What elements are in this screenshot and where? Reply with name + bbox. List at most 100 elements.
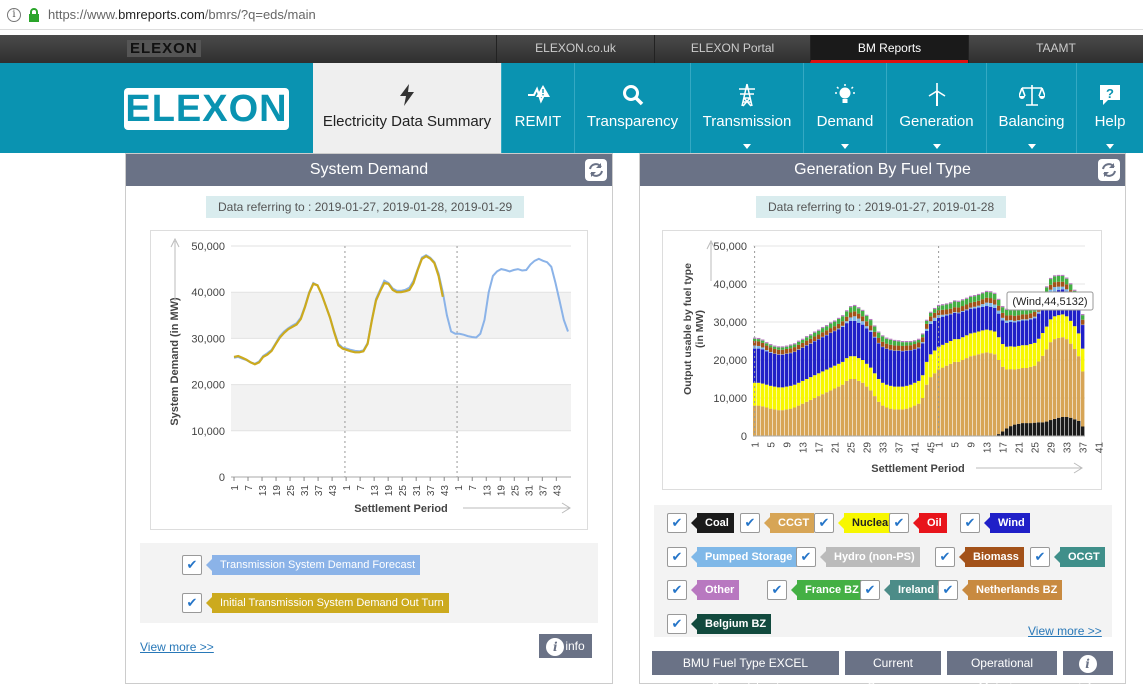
bar-pumped-storage <box>929 321 932 324</box>
bar-other <box>797 341 800 342</box>
bar-pumped-storage <box>957 313 960 314</box>
url-text[interactable]: https://www.bmreports.com/bmrs/?q=eds/ma… <box>48 7 316 22</box>
bar-france-bz <box>761 341 764 343</box>
nav-electricity-data-summary[interactable]: Electricity Data Summary <box>313 63 501 153</box>
bar-wind <box>989 307 992 331</box>
legend-hydro-non-ps[interactable]: Hydro (non-PS) <box>826 547 920 567</box>
nav-label: Transparency <box>575 113 690 130</box>
bar-other <box>977 294 980 295</box>
coal-checkbox[interactable]: ✔ <box>667 513 687 533</box>
bar-nuclear <box>833 366 836 389</box>
ccgt-checkbox[interactable]: ✔ <box>740 513 760 533</box>
bar-france-bz <box>869 320 872 325</box>
current-summary-button[interactable]: Current Summary <box>845 651 941 675</box>
bar-pumped-storage <box>945 314 948 315</box>
oil-checkbox[interactable]: ✔ <box>889 513 909 533</box>
other-checkbox[interactable]: ✔ <box>667 580 687 600</box>
ireland-bz-checkbox[interactable]: ✔ <box>860 580 880 600</box>
biomass-checkbox[interactable]: ✔ <box>935 547 955 567</box>
wind-checkbox[interactable]: ✔ <box>960 513 980 533</box>
legend-ocgt[interactable]: OCGT <box>1060 547 1105 567</box>
netherlands-bz-checkbox[interactable]: ✔ <box>938 580 958 600</box>
y-tick-label: 30,000 <box>713 317 747 329</box>
top-strip-logo[interactable]: ELEXON <box>127 40 201 57</box>
refresh-icon[interactable] <box>585 159 607 181</box>
bar-biomass <box>901 346 904 351</box>
ocgt-checkbox[interactable]: ✔ <box>1030 547 1050 567</box>
legend-pumped-storage[interactable]: Pumped Storage <box>697 547 797 567</box>
bar-other <box>817 330 820 331</box>
bar-biomass <box>1049 285 1052 290</box>
refresh-icon[interactable] <box>1098 159 1120 181</box>
france-bz-checkbox[interactable]: ✔ <box>767 580 787 600</box>
nav-help[interactable]: ? Help <box>1076 63 1143 153</box>
bar-wind <box>773 354 776 387</box>
legend-wind[interactable]: Wind <box>990 513 1030 533</box>
nav-generation[interactable]: Generation <box>886 63 986 153</box>
legend-other[interactable]: Other <box>697 580 739 600</box>
lock-icon <box>27 8 41 22</box>
bar-france-bz <box>837 319 840 324</box>
nuclear-checkbox[interactable]: ✔ <box>814 513 834 533</box>
site-info-icon[interactable]: i <box>7 8 21 22</box>
belgium-bz-checkbox[interactable]: ✔ <box>667 614 687 634</box>
bar-nuclear <box>1081 349 1084 372</box>
bar-other <box>957 301 960 302</box>
legend-outturn[interactable]: Initial Transmission System Demand Out T… <box>212 593 449 613</box>
x-tick-label: 21 <box>1015 442 1026 454</box>
bar-biomass <box>809 339 812 344</box>
bar-ccgt <box>825 392 828 436</box>
bar-other <box>809 334 812 335</box>
forecast-checkbox[interactable]: ✔ <box>182 555 202 575</box>
legend-forecast[interactable]: Transmission System Demand Forecast <box>212 555 420 575</box>
bar-france-bz <box>1065 279 1068 285</box>
view-more-link[interactable]: View more >> <box>1028 624 1102 638</box>
tab-elexon-co-uk[interactable]: ELEXON.co.uk <box>496 35 654 63</box>
view-more-link[interactable]: View more >> <box>140 640 214 654</box>
nav-transparency[interactable]: Transparency <box>574 63 690 153</box>
bar-coal <box>1025 423 1028 436</box>
legend-coal[interactable]: Coal <box>697 513 734 533</box>
bar-nuclear <box>985 330 988 353</box>
operational-metering-button[interactable]: Operational Metering <box>947 651 1057 675</box>
pumped-storage-checkbox[interactable]: ✔ <box>667 547 687 567</box>
elexon-logo[interactable]: ELEXON <box>124 88 289 130</box>
legend-biomass[interactable]: Biomass <box>965 547 1024 567</box>
bar-france-bz <box>1069 284 1072 290</box>
browser-url-bar[interactable]: i https://www.bmreports.com/bmrs/?q=eds/… <box>0 0 1143 30</box>
nav-label: REMIT <box>502 113 574 130</box>
info-button[interactable]: iinfo <box>1063 651 1113 675</box>
legend-oil[interactable]: Oil <box>919 513 947 533</box>
nav-balancing[interactable]: Balancing <box>986 63 1076 153</box>
hydro-non-ps-checkbox[interactable]: ✔ <box>796 547 816 567</box>
tab-bm-reports[interactable]: BM Reports <box>810 35 968 63</box>
legend-belgium-bz[interactable]: Belgium BZ <box>697 614 771 634</box>
legend-france-bz[interactable]: France BZ <box>797 580 864 600</box>
bar-pumped-storage <box>873 337 876 338</box>
outturn-checkbox[interactable]: ✔ <box>182 593 202 613</box>
nav-transmission[interactable]: Transmission <box>690 63 803 153</box>
legend-ccgt[interactable]: CCGT <box>770 513 814 533</box>
bar-wind <box>921 343 924 375</box>
bar-nuclear <box>829 368 832 391</box>
y-tick-label: 20,000 <box>713 355 747 367</box>
bar-nuclear <box>837 364 840 387</box>
bar-france-bz <box>997 300 1000 306</box>
x-axis-label: Settlement Period <box>871 463 965 475</box>
bar-pumped-storage <box>993 305 996 308</box>
tab-elexon-portal[interactable]: ELEXON Portal <box>654 35 810 63</box>
x-tick-label: 29 <box>863 442 874 454</box>
legend-netherlands-bz[interactable]: Netherlands BZ <box>968 580 1062 600</box>
bar-biomass <box>1001 313 1004 318</box>
bar-wind <box>761 349 764 383</box>
bar-nuclear <box>841 362 844 385</box>
tab-taamt[interactable]: TAAMT <box>968 35 1143 63</box>
chevron-down-icon <box>1106 144 1114 149</box>
bar-nuclear <box>933 351 936 374</box>
nav-demand[interactable]: Demand <box>803 63 886 153</box>
bmu-fuel-type-excel-button[interactable]: BMU Fuel Type EXCEL Spreadsheet <box>652 651 839 675</box>
bar-biomass <box>885 344 888 349</box>
bar-wind <box>829 333 832 368</box>
nav-remit[interactable]: REMIT <box>501 63 574 153</box>
